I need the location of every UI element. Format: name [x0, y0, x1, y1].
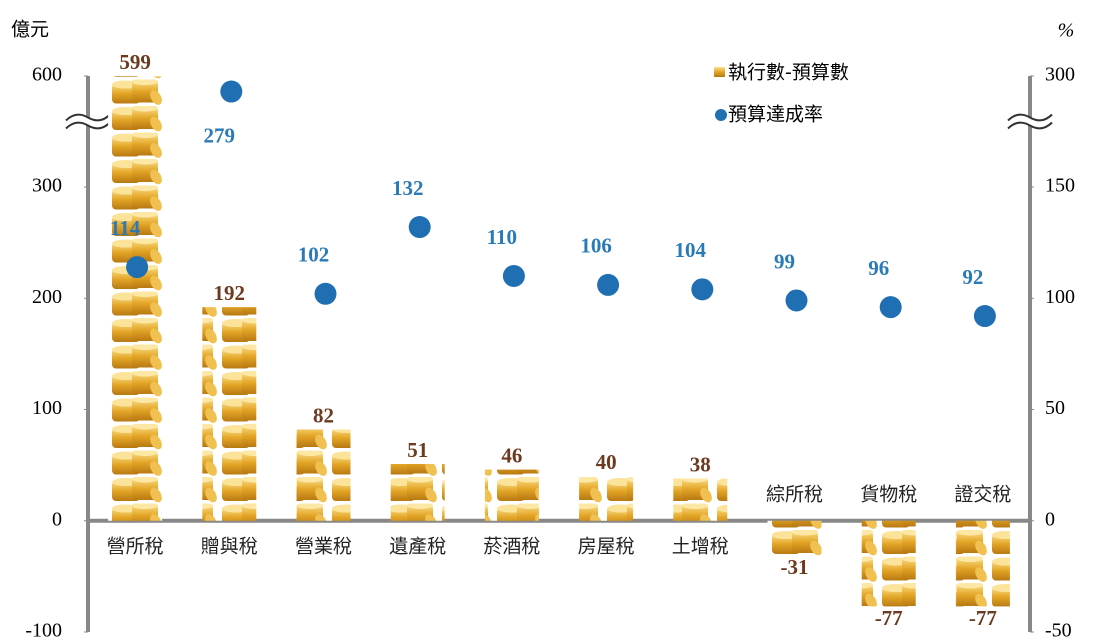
data-label: 106 — [580, 234, 612, 258]
x-tick-label: 營業稅 — [295, 535, 352, 557]
y2-tick-label: -50 — [1045, 620, 1072, 639]
data-label: 46 — [501, 443, 522, 467]
axis-break — [1007, 113, 1053, 122]
data-label: 82 — [313, 403, 334, 427]
y2-axis-label: % — [1058, 20, 1075, 42]
axis-break — [65, 121, 111, 130]
data-label: 192 — [214, 281, 246, 305]
x-tick-label: 綜所稅 — [766, 483, 823, 505]
y2-tick-label: 100 — [1045, 286, 1075, 308]
y-axis-label: 億元 — [11, 19, 49, 41]
axis-break-gap — [1026, 117, 1034, 126]
x-tick-label: 土增稅 — [672, 535, 729, 557]
bar — [955, 520, 1010, 607]
x-tick-label: 貨物稅 — [860, 483, 917, 505]
dot — [691, 278, 714, 301]
bar — [108, 76, 163, 521]
data-label: 99 — [774, 249, 795, 273]
data-label: -77 — [875, 606, 903, 630]
y-tick-label: 100 — [32, 397, 62, 419]
data-label: 114 — [110, 216, 141, 240]
data-label: -31 — [781, 555, 809, 579]
x-tick-label: 遺產稅 — [389, 535, 446, 557]
data-label: 96 — [868, 256, 889, 280]
data-label: 132 — [392, 176, 424, 200]
data-label: 102 — [298, 243, 330, 267]
y2-tick-label: 50 — [1045, 397, 1065, 419]
x-tick-label: 房屋稅 — [578, 535, 635, 557]
dot — [973, 305, 996, 328]
legend: 執行數-預算數 預算達成率 — [714, 62, 849, 126]
legend-label: 執行數-預算數 — [728, 62, 849, 84]
legend-label: 預算達成率 — [728, 104, 823, 126]
y-tick-label: -100 — [25, 620, 62, 639]
data-label: 104 — [675, 238, 707, 262]
bar — [861, 520, 916, 607]
bar — [390, 464, 445, 521]
data-label: 38 — [690, 452, 711, 476]
dot — [597, 273, 620, 296]
data-label: 51 — [407, 438, 428, 462]
axis-break — [65, 113, 111, 122]
x-tick-label: 證交稅 — [954, 483, 1011, 505]
dot — [314, 282, 337, 305]
data-label: 110 — [487, 225, 517, 249]
x-tick-label: 營所稅 — [107, 535, 164, 557]
dot — [502, 265, 525, 287]
dot — [879, 296, 902, 319]
y-tick-label: 600 — [32, 64, 62, 86]
axis-break-gap — [84, 117, 92, 126]
dot — [220, 80, 243, 103]
bar — [673, 478, 728, 521]
y-tick-label: 200 — [32, 286, 62, 308]
bar — [484, 469, 539, 521]
bar — [579, 476, 634, 521]
axis-break — [1007, 121, 1053, 130]
x-tick-label: 菸酒稅 — [483, 535, 540, 557]
data-label: 40 — [596, 450, 617, 474]
y2-tick-label: 300 — [1045, 64, 1075, 86]
bar — [296, 429, 351, 521]
y-tick-label: 300 — [32, 175, 62, 197]
data-label: 599 — [119, 50, 151, 74]
data-label: 92 — [962, 265, 983, 289]
bar — [202, 307, 257, 521]
dot — [408, 216, 431, 239]
dot — [126, 256, 149, 279]
legend-swatch — [715, 109, 727, 121]
bar — [767, 520, 822, 556]
y2-tick-label: 150 — [1045, 175, 1075, 197]
y-tick-label: 0 — [52, 508, 62, 530]
dot — [785, 289, 808, 312]
y2-tick-label: 0 — [1045, 508, 1055, 530]
data-label: 279 — [204, 123, 236, 147]
data-label: -77 — [969, 606, 997, 630]
legend-swatch — [714, 67, 725, 77]
x-tick-label: 贈與稅 — [201, 535, 258, 557]
